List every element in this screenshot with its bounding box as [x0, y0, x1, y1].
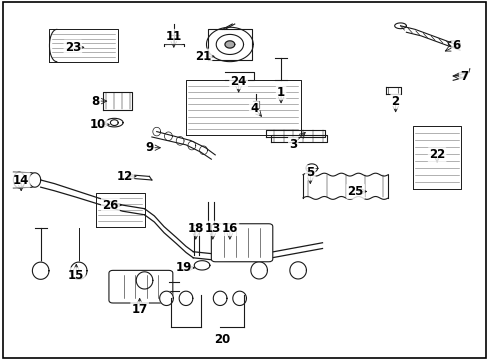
Text: 15: 15 — [68, 269, 84, 282]
Polygon shape — [29, 173, 41, 187]
Text: 10: 10 — [90, 118, 106, 131]
Text: 25: 25 — [347, 185, 363, 198]
Polygon shape — [32, 262, 49, 279]
FancyBboxPatch shape — [109, 270, 172, 303]
Polygon shape — [194, 261, 209, 270]
Text: 11: 11 — [165, 30, 182, 43]
Text: 24: 24 — [230, 75, 246, 88]
Text: 2: 2 — [391, 95, 399, 108]
Text: 22: 22 — [428, 148, 444, 161]
Polygon shape — [160, 291, 173, 306]
Text: 5: 5 — [305, 166, 314, 179]
Polygon shape — [136, 272, 153, 289]
Text: 12: 12 — [117, 170, 133, 183]
Polygon shape — [206, 27, 253, 62]
Text: 1: 1 — [276, 86, 285, 99]
Text: 23: 23 — [64, 41, 81, 54]
Text: 19: 19 — [175, 261, 191, 274]
Polygon shape — [33, 262, 48, 279]
Polygon shape — [13, 172, 25, 188]
Text: 13: 13 — [204, 222, 221, 235]
Text: 21: 21 — [195, 50, 211, 63]
Polygon shape — [71, 262, 86, 279]
Polygon shape — [70, 262, 87, 279]
Text: 3: 3 — [288, 138, 297, 150]
Text: 26: 26 — [102, 199, 119, 212]
Text: 20: 20 — [214, 333, 230, 346]
Polygon shape — [224, 41, 234, 48]
Text: 17: 17 — [131, 303, 147, 316]
Text: 18: 18 — [187, 222, 203, 235]
Text: 6: 6 — [451, 39, 460, 52]
FancyBboxPatch shape — [211, 224, 272, 262]
Polygon shape — [105, 118, 123, 127]
Polygon shape — [250, 262, 267, 279]
Text: 14: 14 — [13, 174, 29, 186]
Text: 16: 16 — [221, 222, 238, 235]
Polygon shape — [289, 262, 306, 279]
Text: 8: 8 — [91, 95, 100, 108]
Text: 9: 9 — [145, 141, 153, 154]
Text: 4: 4 — [250, 102, 258, 115]
Text: 7: 7 — [459, 69, 467, 82]
Polygon shape — [179, 291, 192, 306]
Polygon shape — [232, 291, 246, 306]
Polygon shape — [213, 291, 226, 306]
